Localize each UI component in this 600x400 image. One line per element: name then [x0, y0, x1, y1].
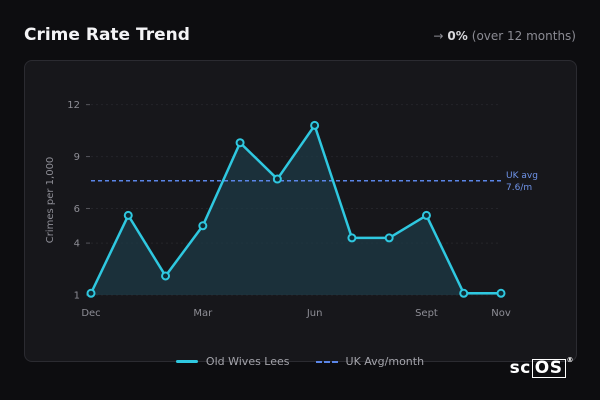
data-point	[123, 210, 133, 220]
y-tick-label: 6	[74, 204, 80, 215]
data-point	[272, 174, 282, 184]
trend-value: 0%	[447, 29, 468, 43]
x-tick-label: Sept	[415, 308, 438, 319]
legend-line-swatch	[175, 360, 198, 363]
x-tick-label: Mar	[193, 308, 213, 319]
series-area	[91, 125, 501, 295]
scos-logo: sc OS ®	[509, 356, 574, 378]
y-axis-title: Crimes per 1,000	[45, 157, 56, 244]
legend-reference-label: UK Avg/month	[345, 355, 425, 368]
data-point	[421, 210, 431, 220]
data-point	[310, 120, 320, 130]
series-line	[89, 124, 501, 295]
data-point	[86, 288, 96, 298]
legend-series-label: Old Wives Lees	[205, 355, 290, 368]
chart-legend: Old Wives Lees UK Avg/month	[0, 355, 600, 368]
legend-dash-swatch	[315, 360, 338, 363]
data-point	[459, 288, 469, 298]
reference-value-label: 7.6/m	[506, 183, 532, 193]
legend-item-reference[interactable]: UK Avg/month	[315, 355, 425, 368]
trend-arrow-icon: →	[433, 29, 444, 43]
x-tick-label: Jun	[306, 308, 323, 319]
chart-title: Crime Rate Trend	[24, 25, 190, 45]
y-tick-label: 4	[74, 239, 80, 250]
trend-period: (over 12 months)	[471, 29, 576, 43]
data-point	[235, 138, 245, 148]
y-tick-label: 9	[74, 152, 80, 163]
reference-label: UK avg	[506, 171, 538, 181]
x-tick-label: Nov	[491, 308, 511, 319]
y-tick-label: 12	[67, 100, 80, 111]
y-tick-label: 1	[74, 291, 80, 302]
data-point	[384, 233, 394, 243]
data-point	[198, 221, 208, 231]
data-point	[496, 288, 506, 298]
data-point	[347, 233, 357, 243]
x-tick-label: Dec	[81, 308, 100, 319]
legend-item-series[interactable]: Old Wives Lees	[175, 355, 290, 368]
trend-summary: → 0% (over 12 months)	[433, 29, 576, 43]
data-point	[161, 271, 171, 281]
